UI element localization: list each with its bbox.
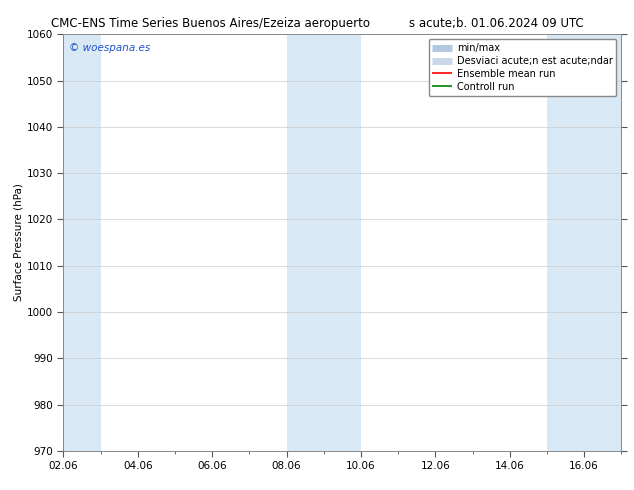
Bar <box>63 34 101 451</box>
Legend: min/max, Desviaci acute;n est acute;ndar, Ensemble mean run, Controll run: min/max, Desviaci acute;n est acute;ndar… <box>429 39 616 96</box>
Text: © woespana.es: © woespana.es <box>69 43 150 52</box>
Text: CMC-ENS Time Series Buenos Aires/Ezeiza aeropuerto: CMC-ENS Time Series Buenos Aires/Ezeiza … <box>51 17 370 30</box>
Bar <box>324 34 361 451</box>
Bar <box>547 34 584 451</box>
Y-axis label: Surface Pressure (hPa): Surface Pressure (hPa) <box>14 184 24 301</box>
Text: s acute;b. 01.06.2024 09 UTC: s acute;b. 01.06.2024 09 UTC <box>408 17 583 30</box>
Bar <box>584 34 621 451</box>
Bar <box>287 34 324 451</box>
